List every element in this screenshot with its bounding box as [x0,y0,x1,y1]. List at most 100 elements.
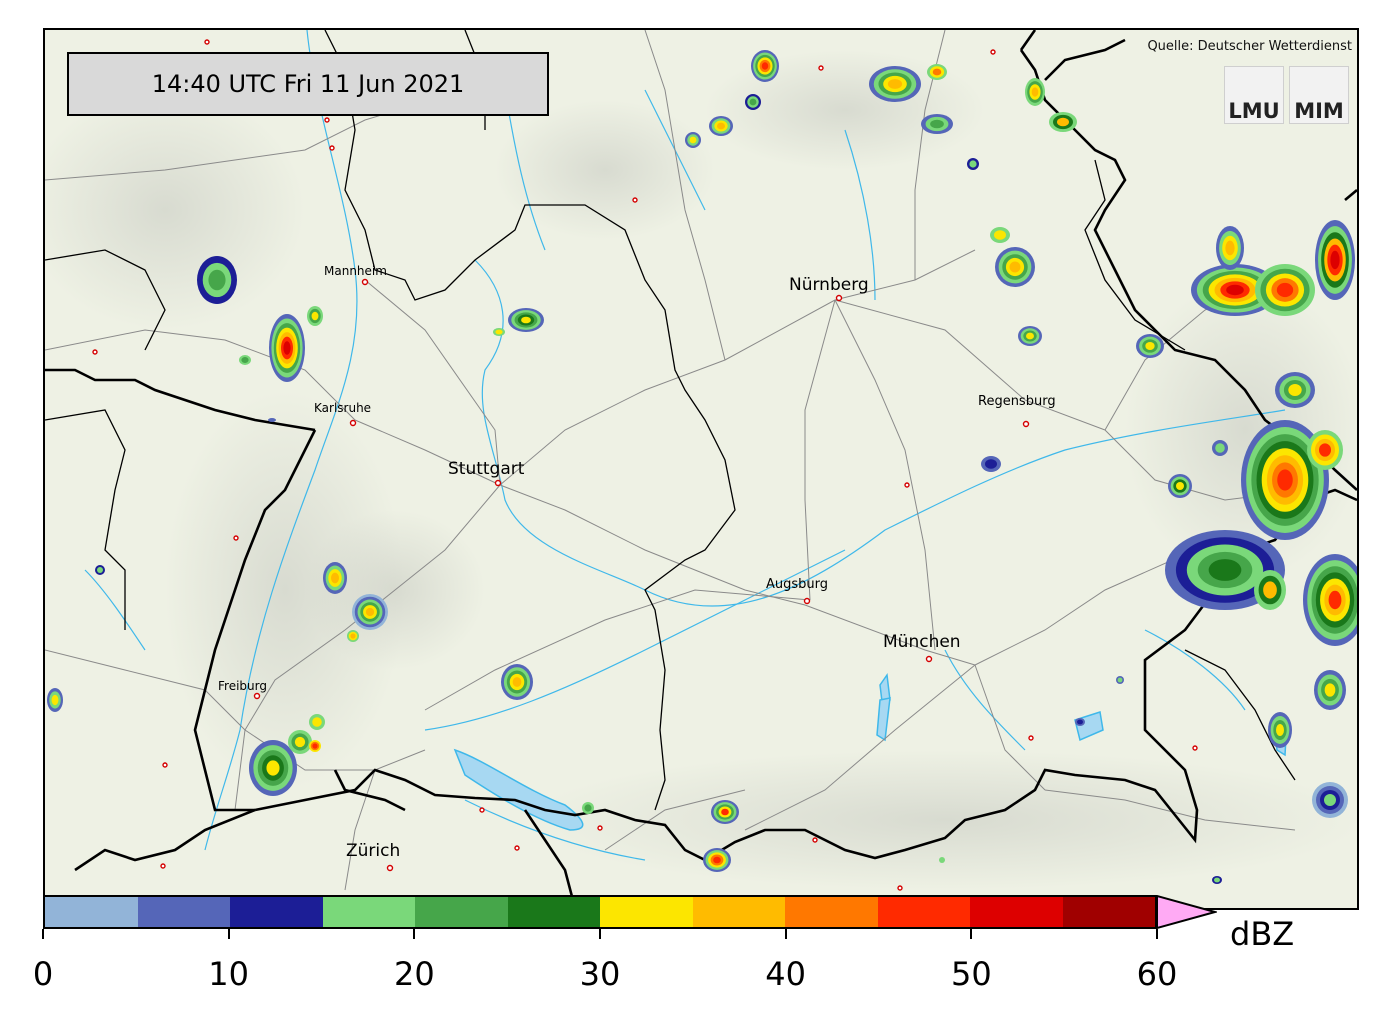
radar-echo [1208,559,1242,581]
radar-echo [749,98,757,106]
radar-echo [512,677,522,687]
colorbar-tick-label: 10 [208,955,250,993]
mim-logo: MIM [1289,66,1349,124]
radar-echo [930,119,944,129]
city-label-mannheim: Mannheim [324,264,387,278]
city-label-karlsruhe: Karlsruhe [314,401,372,415]
radar-echo [294,736,306,748]
colorbar-tick-label: 20 [393,955,435,993]
colorbar-tick-label: 50 [950,955,992,993]
radar-echo [689,136,697,144]
colorbar-tick-label: 30 [579,955,621,993]
timestamp-label: 14:40 UTC Fri 11 Jun 2021 [67,52,549,116]
radar-echo [241,357,249,363]
city-label-augsburg: Augsburg [766,577,829,592]
city-markers [92,39,1198,891]
radar-echo [1324,794,1336,806]
map-canvas [45,30,1357,908]
state-borders [45,30,1296,811]
radar-echo [1225,240,1235,256]
city-label-regensburg: Regensburg [978,394,1056,409]
colorbar-tick [599,929,601,939]
radar-echo [266,760,280,776]
rivers [84,30,1286,861]
radar-echoes [47,50,1357,884]
radar-echo [311,311,319,321]
radar-echo [713,856,721,864]
radar-echo [1276,282,1294,298]
radar-echo [932,68,942,76]
colorbar-segment [692,897,785,927]
radar-echo [761,62,769,70]
radar-echo [51,694,59,706]
radar-echo [208,269,226,291]
radar-echo [1277,469,1293,491]
radar-echo [1057,117,1069,127]
radar-echo [312,743,318,749]
radar-echo [1117,677,1123,683]
colorbar-tick [42,929,44,939]
city-label-munchen: München [883,632,961,652]
radar-echo [365,607,375,617]
radar-echo [969,160,977,168]
colorbar-extend-arrow [1157,895,1217,929]
radar-map: Mannheim Karlsruhe Stuttgart Freiburg Zü… [43,28,1359,910]
radar-echo [1328,590,1342,610]
colorbar-segment [415,897,508,927]
radar-echo [97,567,103,573]
radar-echo [721,808,729,816]
radar-echo [312,717,322,727]
radar-echo [1324,683,1336,697]
country-borders [45,30,1357,908]
city-label-zurich: Zürich [346,841,401,861]
radar-echo [521,316,531,324]
radar-echo [1276,724,1284,736]
colorbar-segment [877,897,970,927]
city-label-freiburg: Freiburg [218,679,267,693]
colorbar-tick-label: 40 [765,955,807,993]
source-credit: Quelle: Deutscher Wetterdienst [1147,39,1352,54]
colorbar-tick [784,929,787,939]
radar-echo [584,804,592,812]
radar-echo [331,572,339,584]
colorbar-segment [45,897,138,927]
colorbar-segment [785,897,878,927]
city-label-stuttgart: Stuttgart [448,459,525,479]
colorbar-segment [137,897,230,927]
colorbar-segment [230,897,323,927]
radar-echo [1226,284,1244,296]
radar-echo [1077,719,1083,725]
radar-echo [887,79,903,89]
radar-echo [1330,250,1340,270]
colorbar [43,895,1157,929]
colorbar-segment [600,897,693,927]
radar-echo [1319,443,1331,457]
radar-echo [939,857,945,863]
colorbar-segment [1062,897,1155,927]
colorbar-tick-label: 60 [1136,955,1178,993]
radar-echo [1176,482,1184,490]
colorbar-tick [227,929,230,939]
colorbar-tick [970,929,973,939]
radar-echo [1214,877,1220,883]
terrain-shading [45,50,1357,890]
radar-echo [1009,261,1021,273]
city-label-nurnberg: Nürnberg [789,275,869,295]
colorbar-segment [970,897,1063,927]
radar-echo [350,633,356,639]
radar-echo [268,418,276,422]
radar-echo [1031,87,1039,97]
radar-echo [283,341,291,355]
colorbar-unit-label: dBZ [1230,915,1295,953]
radar-echo [1263,581,1277,599]
radar-echo [1026,332,1034,340]
colorbar-segment [322,897,415,927]
radar-echo [985,459,997,469]
radar-echo [1288,384,1302,396]
radar-echo [495,329,503,335]
radar-echo [717,122,725,130]
radar-echo [1145,342,1155,350]
lmu-logo: LMU [1224,66,1284,124]
colorbar-tick-label: 0 [32,955,54,993]
colorbar-segment [507,897,600,927]
